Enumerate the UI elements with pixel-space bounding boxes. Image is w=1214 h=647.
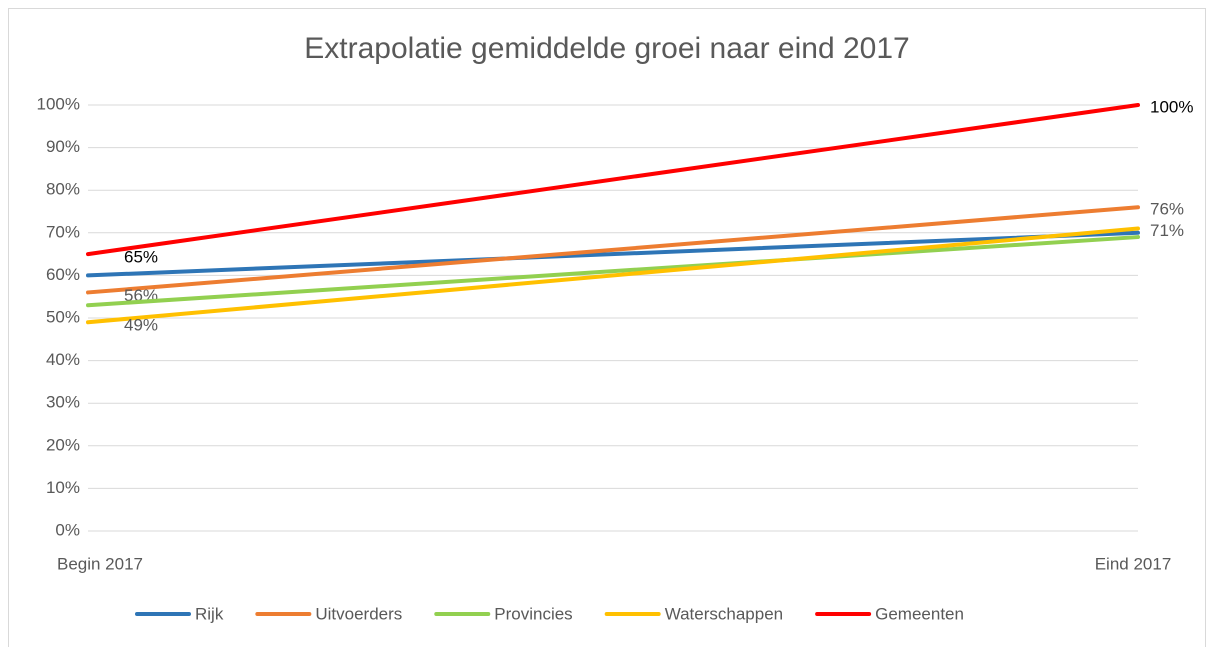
y-tick-label: 10% bbox=[46, 478, 80, 497]
y-tick-label: 90% bbox=[46, 137, 80, 156]
legend-label: Uitvoerders bbox=[315, 604, 402, 623]
y-tick-label: 20% bbox=[46, 435, 80, 454]
legend-label: Provincies bbox=[494, 604, 572, 623]
y-tick-label: 100% bbox=[37, 94, 80, 113]
series-line bbox=[86, 103, 1140, 257]
x-tick-label: Eind 2017 bbox=[1095, 554, 1172, 573]
data-label: 76% bbox=[1150, 200, 1184, 219]
y-tick-label: 50% bbox=[46, 307, 80, 326]
y-tick-label: 40% bbox=[46, 350, 80, 369]
data-label: 71% bbox=[1150, 221, 1184, 240]
y-tick-label: 80% bbox=[46, 180, 80, 199]
y-tick-label: 60% bbox=[46, 265, 80, 284]
chart-title: Extrapolatie gemiddelde groei naar eind … bbox=[304, 32, 909, 65]
x-tick-label: Begin 2017 bbox=[57, 554, 143, 573]
series-line bbox=[86, 205, 1140, 295]
legend-label: Gemeenten bbox=[875, 604, 964, 623]
legend-label: Rijk bbox=[195, 604, 224, 623]
data-label: 100% bbox=[1150, 97, 1193, 116]
data-label: 49% bbox=[124, 316, 158, 335]
series-line bbox=[86, 226, 1140, 325]
legend-label: Waterschappen bbox=[665, 604, 783, 623]
y-tick-label: 30% bbox=[46, 393, 80, 412]
series-line bbox=[86, 230, 1140, 278]
series-line bbox=[86, 235, 1140, 308]
y-tick-label: 70% bbox=[46, 222, 80, 241]
y-tick-label: 0% bbox=[55, 520, 80, 539]
data-label: 65% bbox=[124, 248, 158, 267]
chart-border bbox=[8, 8, 1206, 647]
